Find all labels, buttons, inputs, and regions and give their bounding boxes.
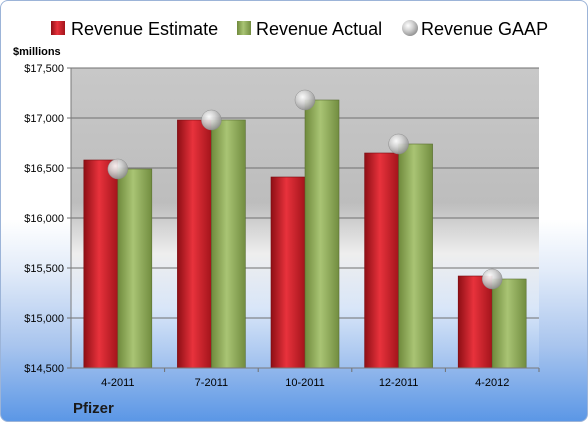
gaap-marker-10-2011	[294, 89, 316, 111]
legend-swatch-revenue-gaap	[402, 20, 418, 36]
gaap-marker-4-2012	[481, 268, 503, 290]
bar-revenue-actual-12-2011	[398, 143, 433, 369]
legend-item-revenue-gaap[interactable]: Revenue GAAP	[402, 19, 548, 39]
bar-revenue-actual-10-2011	[304, 99, 340, 369]
legend-label-revenue-estimate: Revenue Estimate	[71, 19, 218, 39]
x-tick-label: 7-2011	[195, 377, 228, 389]
bar-revenue-estimate-10-2011	[270, 176, 306, 369]
bar-revenue-actual-4-2012	[491, 278, 527, 369]
legend-item-revenue-actual[interactable]: Revenue Actual	[237, 19, 382, 39]
bar-revenue-estimate-4-2012	[457, 275, 493, 369]
gaap-markers	[107, 89, 503, 290]
bar-revenue-estimate-7-2011	[177, 119, 212, 369]
y-axis-unit-label: $millions	[13, 46, 61, 58]
y-tick-label: $16,500	[24, 163, 64, 175]
x-tick-label: 12-2011	[379, 377, 419, 389]
x-tick-label: 4-2011	[101, 377, 134, 389]
y-axis-ticks: $14,500 $15,000 $15,500 $16,000 $16,500 $17,0…	[24, 63, 71, 375]
gaap-marker-7-2011	[201, 109, 222, 131]
bar-revenue-estimate-4-2011	[83, 159, 119, 369]
legend-swatch-revenue-actual	[237, 21, 251, 35]
x-tick-label: 4-2012	[475, 377, 509, 389]
legend: Revenue Estimate Revenue Actual Revenue …	[51, 19, 548, 39]
company-name: Pfizer	[73, 400, 114, 417]
x-axis-ticks: 4-2011 7-2011 10-2011 12-2011 4-2012	[101, 368, 540, 389]
gaap-marker-4-2011	[107, 158, 129, 180]
y-tick-label: $16,000	[24, 213, 64, 225]
y-tick-label: $17,000	[24, 113, 64, 125]
bars	[83, 99, 527, 369]
bar-revenue-actual-7-2011	[211, 119, 246, 369]
legend-label-revenue-gaap: Revenue GAAP	[421, 19, 548, 39]
bar-revenue-actual-4-2011	[117, 168, 153, 369]
y-tick-label: $14,500	[24, 363, 64, 375]
legend-item-revenue-estimate[interactable]: Revenue Estimate	[51, 19, 218, 39]
gaap-marker-12-2011	[388, 133, 409, 155]
bar-revenue-estimate-12-2011	[364, 152, 399, 369]
x-tick-label: 10-2011	[285, 377, 325, 389]
y-tick-label: $15,000	[24, 313, 64, 325]
y-tick-label: $17,500	[24, 63, 64, 75]
legend-swatch-revenue-estimate	[51, 21, 65, 35]
legend-label-revenue-actual: Revenue Actual	[256, 19, 382, 39]
y-tick-label: $15,500	[24, 263, 64, 275]
